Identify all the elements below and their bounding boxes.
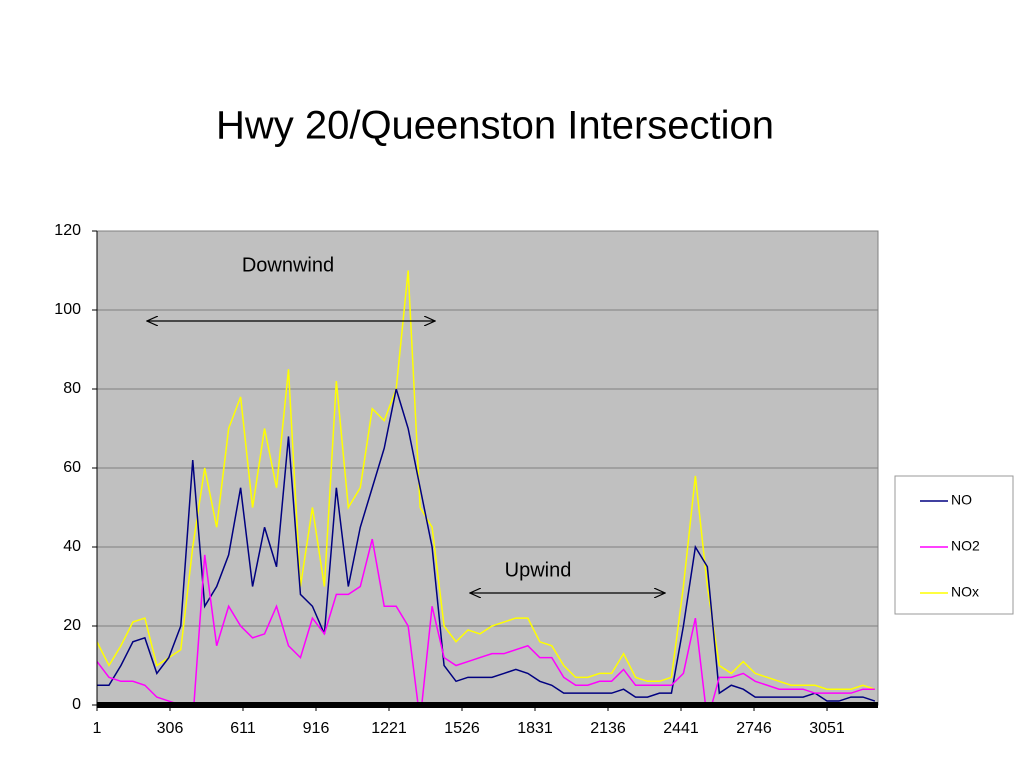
legend xyxy=(894,475,1014,615)
x-tick-label: 2136 xyxy=(590,720,626,737)
y-tick-label: 0 xyxy=(72,696,81,713)
y-tick-label: 60 xyxy=(63,459,81,476)
x-tick-label: 1526 xyxy=(444,720,480,737)
x-tick-label: 1221 xyxy=(371,720,407,737)
x-tick-label: 916 xyxy=(303,720,330,737)
chart-title: Hwy 20/Queenston Intersection xyxy=(216,104,774,148)
x-tick-label: 3051 xyxy=(809,720,845,737)
data-line xyxy=(97,538,875,705)
x-tick-label: 306 xyxy=(157,720,184,737)
y-tick-label: 100 xyxy=(54,301,81,318)
x-tick-label: 2441 xyxy=(663,720,699,737)
y-tick-label: 40 xyxy=(63,538,81,555)
legend-label: NO2 xyxy=(951,538,980,554)
annotation: Upwind xyxy=(505,559,572,581)
y-tick-label: 120 xyxy=(54,222,81,239)
annotation: Downwind xyxy=(242,254,334,276)
legend-label: NO xyxy=(951,492,972,508)
y-tick-label: 80 xyxy=(63,380,81,397)
data-line xyxy=(97,270,876,690)
x-tick-label: 2746 xyxy=(736,720,772,737)
y-tick-label: 20 xyxy=(63,617,81,634)
x-tick-label: 611 xyxy=(230,720,256,737)
data-line xyxy=(97,388,876,702)
x-tick-label: 1831 xyxy=(517,720,553,737)
x-tick-label: 1 xyxy=(93,720,102,737)
legend-label: NOx xyxy=(951,584,979,600)
